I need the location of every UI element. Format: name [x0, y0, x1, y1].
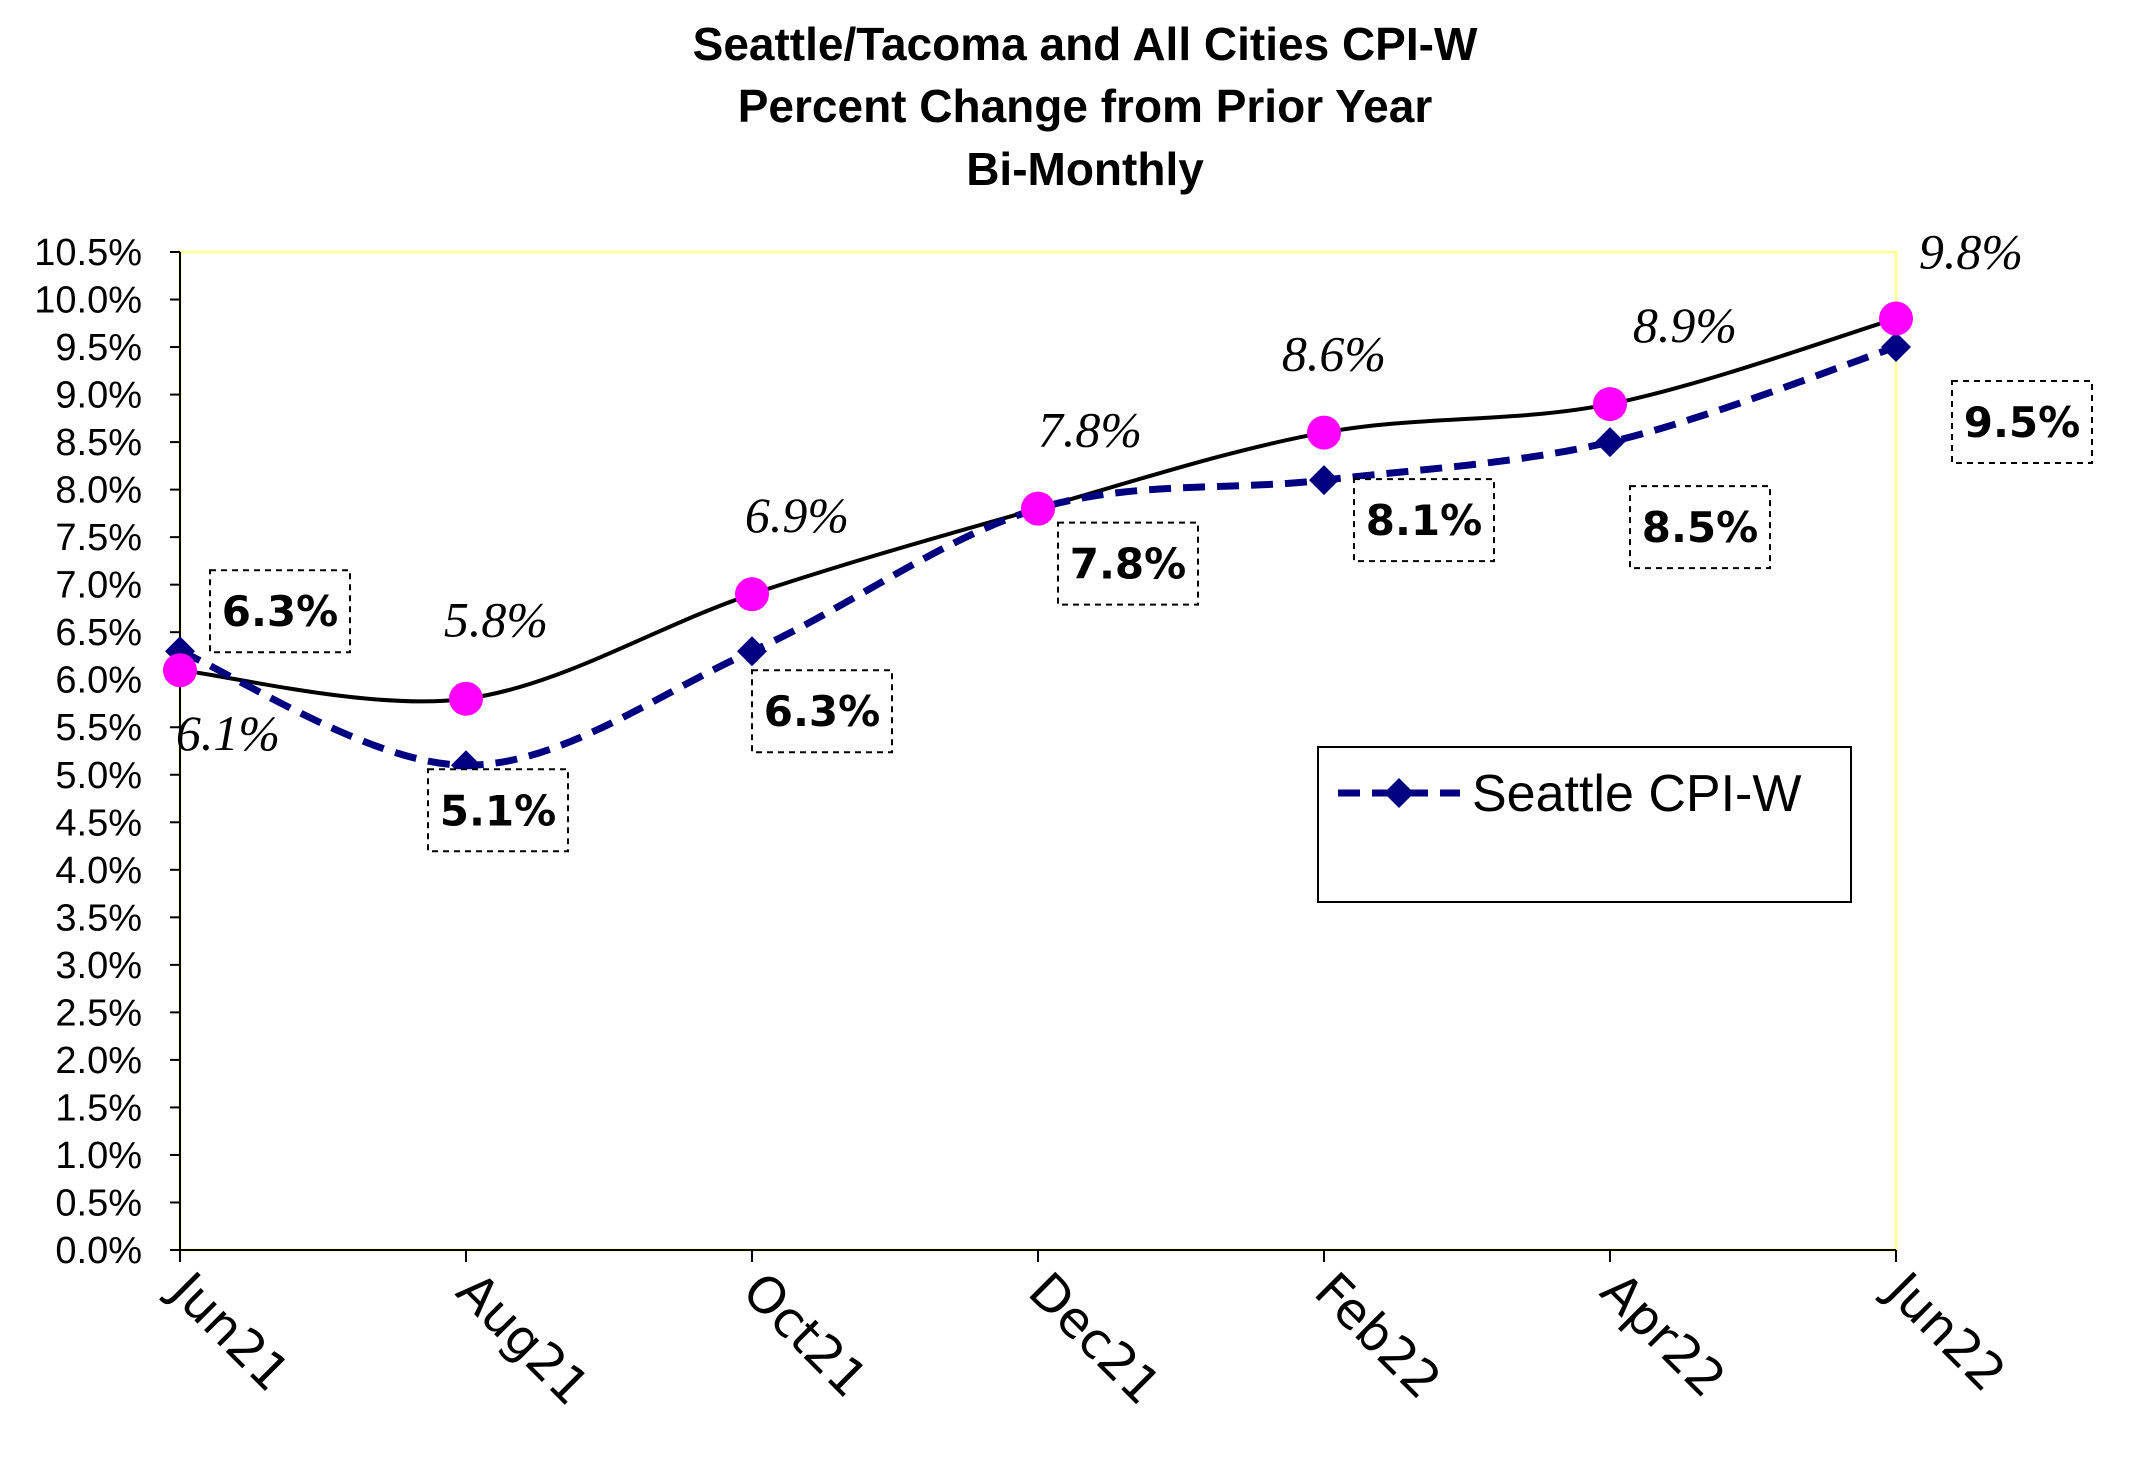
x-tick-label: Apr22	[1590, 1261, 1737, 1408]
legend-box	[1317, 746, 1852, 903]
seattle-data-label: 9.5%	[1964, 398, 2080, 447]
seattle-label-box	[751, 669, 893, 754]
all-cities-data-label: 8.6%	[1282, 326, 1386, 382]
y-tick-label: 9.5%	[55, 327, 142, 369]
seattle-point	[1881, 332, 1911, 363]
seattle-data-label: 7.8%	[1070, 540, 1186, 589]
y-tick-label: 0.0%	[55, 1230, 142, 1272]
x-tick-label: Aug21	[446, 1261, 601, 1416]
all-cities-point	[1307, 415, 1341, 450]
series-layer	[163, 301, 1913, 781]
y-tick-label: 4.0%	[55, 850, 142, 892]
y-tick-label: 4.5%	[55, 802, 142, 844]
data-label-layer: 6.1% 5.8% 6.9% 7.8% 8.6% 8.9% 9.8% 6.3% 5.1% 6.3%…	[176, 224, 2093, 853]
chart-title-line-2: Percent Change from Prior Year	[738, 80, 1433, 132]
all-cities-data-label: 5.8%	[444, 592, 548, 648]
seattle-label-box	[427, 768, 569, 853]
all-cities-point	[1879, 301, 1913, 336]
all-cities-point	[735, 577, 769, 612]
all-cities-data-label: 6.1%	[176, 705, 280, 761]
y-tick-label: 8.0%	[55, 470, 142, 512]
y-tick-label: 2.0%	[55, 1040, 142, 1082]
seattle-point	[1595, 427, 1625, 458]
y-tick-label: 1.0%	[55, 1135, 142, 1177]
all-cities-data-label: 7.8%	[1038, 402, 1142, 458]
seattle-label-box	[1951, 380, 2093, 465]
seattle-data-label: 5.1%	[440, 786, 556, 835]
y-tick-label: 5.5%	[55, 707, 142, 749]
y-tick-label: 9.0%	[55, 375, 142, 417]
seattle-point	[737, 636, 767, 667]
x-axis-ticks: Jun21 Aug21 Oct21 Dec21 Feb22 Apr22 Jun22	[157, 1250, 2017, 1417]
y-tick-label: 0.5%	[55, 1182, 142, 1224]
y-tick-label: 2.5%	[55, 992, 142, 1034]
seattle-data-label: 6.3%	[222, 587, 338, 636]
y-tick-label: 5.0%	[55, 755, 142, 797]
legend-diamond-icon	[1384, 778, 1414, 808]
all-cities-data-label: 9.8%	[1919, 224, 2023, 280]
y-tick-label: 7.5%	[55, 517, 142, 559]
x-tick-label: Dec21	[1018, 1261, 1172, 1415]
legend: Seattle CPI-W	[1317, 746, 1852, 903]
y-tick-label: 6.5%	[55, 612, 142, 654]
y-tick-label: 10.5%	[34, 232, 142, 274]
all-cities-point	[163, 653, 197, 688]
seattle-label-box	[1057, 521, 1199, 606]
chart-title-line-1: Seattle/Tacoma and All Cities CPI-W	[693, 18, 1478, 70]
seattle-data-label: 8.1%	[1366, 496, 1482, 545]
y-tick-label: 3.5%	[55, 897, 142, 939]
x-tick-label: Jun22	[1873, 1259, 2016, 1402]
seattle-label-box	[1629, 485, 1771, 570]
seattle-label-box	[209, 569, 351, 654]
chart-title-line-3: Bi-Monthly	[966, 143, 1204, 195]
x-tick-label: Feb22	[1304, 1261, 1453, 1410]
y-tick-label: 8.5%	[55, 422, 142, 464]
x-tick-label: Oct21	[732, 1261, 879, 1408]
all-cities-point	[1021, 491, 1055, 526]
seattle-label-box	[1353, 478, 1495, 563]
all-cities-data-label: 8.9%	[1633, 297, 1737, 353]
y-tick-label: 3.0%	[55, 945, 142, 987]
seattle-data-label: 8.5%	[1642, 503, 1758, 552]
legend-label-seattle: Seattle CPI-W	[1472, 765, 1801, 823]
all-cities-data-label: 6.9%	[745, 487, 849, 543]
y-tick-label: 1.5%	[55, 1087, 142, 1129]
y-tick-label: 7.0%	[55, 565, 142, 607]
seattle-point	[1309, 465, 1339, 496]
all-cities-point	[449, 681, 483, 716]
all-cities-point	[1593, 387, 1627, 422]
y-tick-label: 6.0%	[55, 660, 142, 702]
x-tick-label: Jun21	[157, 1259, 300, 1402]
y-tick-label: 10.0%	[34, 280, 142, 322]
seattle-data-label: 6.3%	[764, 687, 880, 736]
y-axis-ticks: 0.0% 0.5% 1.0% 1.5% 2.0% 2.5% 3.0% 3.5% 4.0% 4.5%…	[34, 232, 180, 1272]
